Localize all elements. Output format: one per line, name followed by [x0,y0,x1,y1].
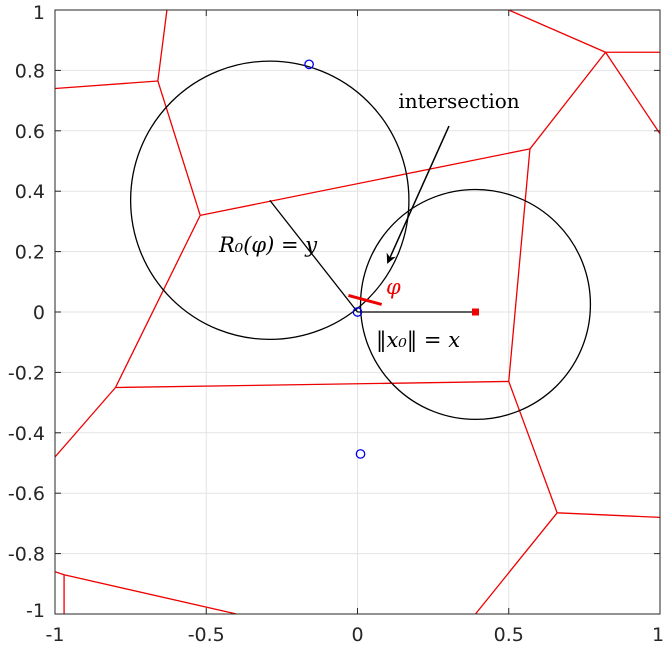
voronoi-edge [508,381,558,514]
axes [54,9,661,615]
y-tick-label: -0.6 [8,483,45,505]
y-tick-label: 0.2 [15,242,45,264]
voronoi-edge [55,387,116,458]
radius-line [269,199,359,313]
y-tick-label: 0.6 [15,121,45,143]
data-points [304,59,479,459]
voronoi-edge [63,574,237,614]
y-tick-label: 1 [33,2,45,24]
x-tick-label: -1 [46,624,65,646]
y-tick-label: -0.2 [8,362,45,384]
voronoi-edge [157,10,168,82]
voronoi-edge [115,380,509,389]
annotation-phi: φ [386,275,401,299]
voronoi-edge [508,10,606,53]
x-tick-label: 0.5 [494,624,524,646]
data-point [304,59,314,70]
y-tick-label: 0.8 [15,60,45,82]
construction-lines [269,199,476,313]
voronoi-edge [508,148,531,382]
intersection-arrow [386,125,450,264]
voronoi-edge [55,571,65,576]
annotation-radius: R₀(φ) = y [218,233,318,257]
voronoi-edge [605,51,660,135]
circle-1 [129,60,410,341]
annotation-intersection: intersection [398,89,519,113]
data-point [352,307,363,317]
y-tick-label: 0 [33,302,45,324]
circles [129,60,592,421]
x-tick-label: -0.5 [188,624,225,646]
voronoi-edge [157,80,201,216]
x-tick-label: 0 [351,624,363,646]
origin-marker [471,308,479,316]
y-tick-label: -0.8 [8,544,45,566]
voronoi-edge [529,51,607,150]
voronoi-edges [55,10,660,614]
voronoi-edge [114,215,201,388]
annotations: intersection R₀(φ) = y ‖x₀‖ = x φ [218,89,520,353]
x-tick-label: 1 [652,624,664,646]
y-tick-label: -0.4 [8,423,45,445]
voronoi-edge [55,80,158,90]
circle-2 [359,188,592,421]
y-tick-label: 0.4 [15,181,45,203]
voronoi-edge [200,148,531,216]
tick-labels: -1 -0.5 0 0.5 1 -1 -0.8 -0.6 -0.4 -0.2 0 0.2 0.4 0.6 0… [8,2,664,646]
y-tick-label: -1 [26,600,45,622]
annotation-norm: ‖x₀‖ = x [376,328,460,353]
phi-segment [348,293,383,306]
data-point [355,449,366,459]
voronoi-edge [557,512,660,519]
voronoi-edge [474,512,558,614]
